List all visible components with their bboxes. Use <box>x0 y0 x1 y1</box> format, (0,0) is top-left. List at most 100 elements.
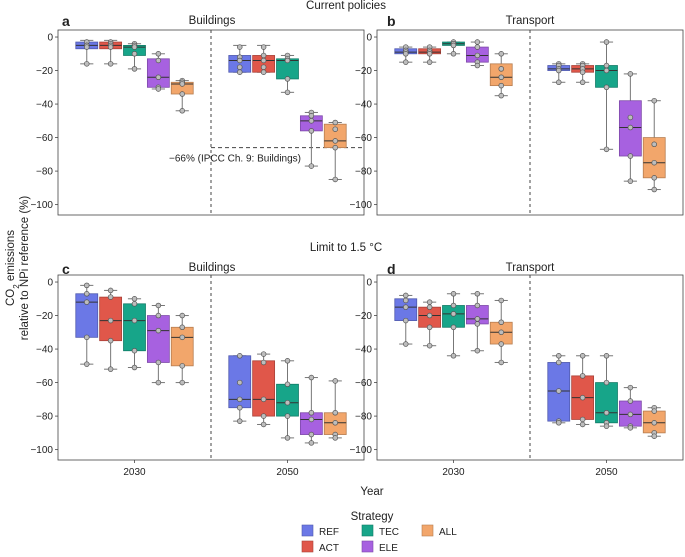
data-point <box>450 51 457 57</box>
legend-label-tec: TEC <box>379 527 399 538</box>
data-point <box>603 62 610 69</box>
data-point <box>603 67 610 74</box>
data-point <box>131 44 138 50</box>
data-point <box>498 74 504 80</box>
data-point <box>237 418 243 424</box>
data-point <box>155 327 162 334</box>
y-tick-label: 0 <box>47 278 53 289</box>
data-point <box>179 334 185 341</box>
data-point <box>474 347 481 354</box>
data-point <box>260 69 267 75</box>
data-point <box>84 291 90 297</box>
y-axis-label-emissions: emissions <box>5 230 17 285</box>
data-point <box>426 304 433 310</box>
data-point <box>179 108 185 114</box>
data-point <box>450 42 457 49</box>
data-point <box>260 351 267 357</box>
data-point <box>498 329 504 336</box>
y-tick-label: −100 <box>349 200 372 211</box>
data-point <box>474 39 481 45</box>
data-point <box>332 126 338 132</box>
data-point <box>284 413 291 419</box>
y-tick-label: −20 <box>36 311 53 322</box>
y-tick-label: −80 <box>36 412 53 423</box>
data-point <box>403 317 409 324</box>
data-point <box>651 175 657 181</box>
data-point <box>284 76 291 82</box>
y-axis-label-line2: relative to NPi reference (%) <box>19 196 31 341</box>
data-point <box>426 342 433 349</box>
row-title-limit-1-5: Limit to 1.5 °C <box>310 242 382 254</box>
y-tick-label: −20 <box>355 311 372 322</box>
data-point <box>426 312 433 319</box>
y-tick-label: −60 <box>36 378 53 389</box>
data-point <box>179 363 185 369</box>
data-point <box>308 113 315 119</box>
panel-d-transport-1-5: d Transport 0 −20 −40 −60 −80 −100 2030 2050 <box>349 261 684 478</box>
data-point <box>84 61 90 67</box>
data-point <box>84 361 90 367</box>
data-point <box>603 410 610 416</box>
y-tick-label: −60 <box>355 378 372 389</box>
data-point <box>155 86 162 92</box>
data-point <box>84 334 90 341</box>
data-point <box>131 51 138 57</box>
legend-label-ele: ELE <box>379 543 398 554</box>
data-point <box>260 44 267 50</box>
data-point <box>155 312 162 319</box>
x-tick-label: 2050 <box>276 467 299 478</box>
data-point <box>556 359 562 366</box>
data-point <box>260 52 267 59</box>
data-point <box>403 51 409 57</box>
data-point <box>651 420 657 426</box>
data-point <box>308 440 315 446</box>
y-axis-label-co2: CO <box>5 289 17 306</box>
data-point <box>603 379 610 386</box>
data-point <box>651 408 657 414</box>
panel-b-transport-current: b Transport 0 −20 −40 −60 −80 −100 <box>349 13 684 216</box>
panel-letter-a: a <box>62 13 70 29</box>
data-point <box>627 398 634 404</box>
data-point <box>474 52 481 59</box>
y-tick-label: −100 <box>30 445 53 456</box>
data-point <box>579 69 586 75</box>
data-point <box>403 341 409 347</box>
y-tick-label: −40 <box>355 345 372 356</box>
data-point <box>284 89 291 96</box>
legend-swatch-ref <box>301 524 314 537</box>
data-point <box>332 378 338 384</box>
data-point <box>284 435 291 441</box>
box-ele-2030 <box>146 315 170 363</box>
data-point <box>498 341 504 347</box>
x-tick-label: 2050 <box>595 467 618 478</box>
data-point <box>498 66 504 72</box>
panel-letter-d: d <box>387 261 396 277</box>
data-point <box>403 297 409 304</box>
data-point <box>403 59 409 65</box>
data-point <box>332 435 338 441</box>
panel-title-d: Transport <box>506 262 556 274</box>
data-point <box>627 411 634 418</box>
legend-swatch-tec <box>361 524 374 537</box>
data-point <box>450 302 457 309</box>
data-point <box>237 396 243 403</box>
y-tick-label: 0 <box>366 33 372 44</box>
data-point <box>498 51 504 57</box>
data-point <box>498 92 504 99</box>
x-axis-label: Year <box>360 486 383 498</box>
data-point <box>627 178 634 184</box>
data-point <box>131 317 138 324</box>
data-point <box>450 291 457 297</box>
data-point <box>131 296 138 302</box>
data-point <box>498 319 504 326</box>
data-point <box>179 91 185 97</box>
data-point <box>627 114 634 121</box>
box-all-2030 <box>170 326 194 367</box>
box-tec-2050 <box>595 382 618 424</box>
data-point <box>603 39 610 45</box>
data-point <box>651 159 657 166</box>
data-point <box>474 291 481 297</box>
y-tick-label: −20 <box>36 66 53 77</box>
data-point <box>84 299 90 305</box>
data-point <box>579 421 586 428</box>
